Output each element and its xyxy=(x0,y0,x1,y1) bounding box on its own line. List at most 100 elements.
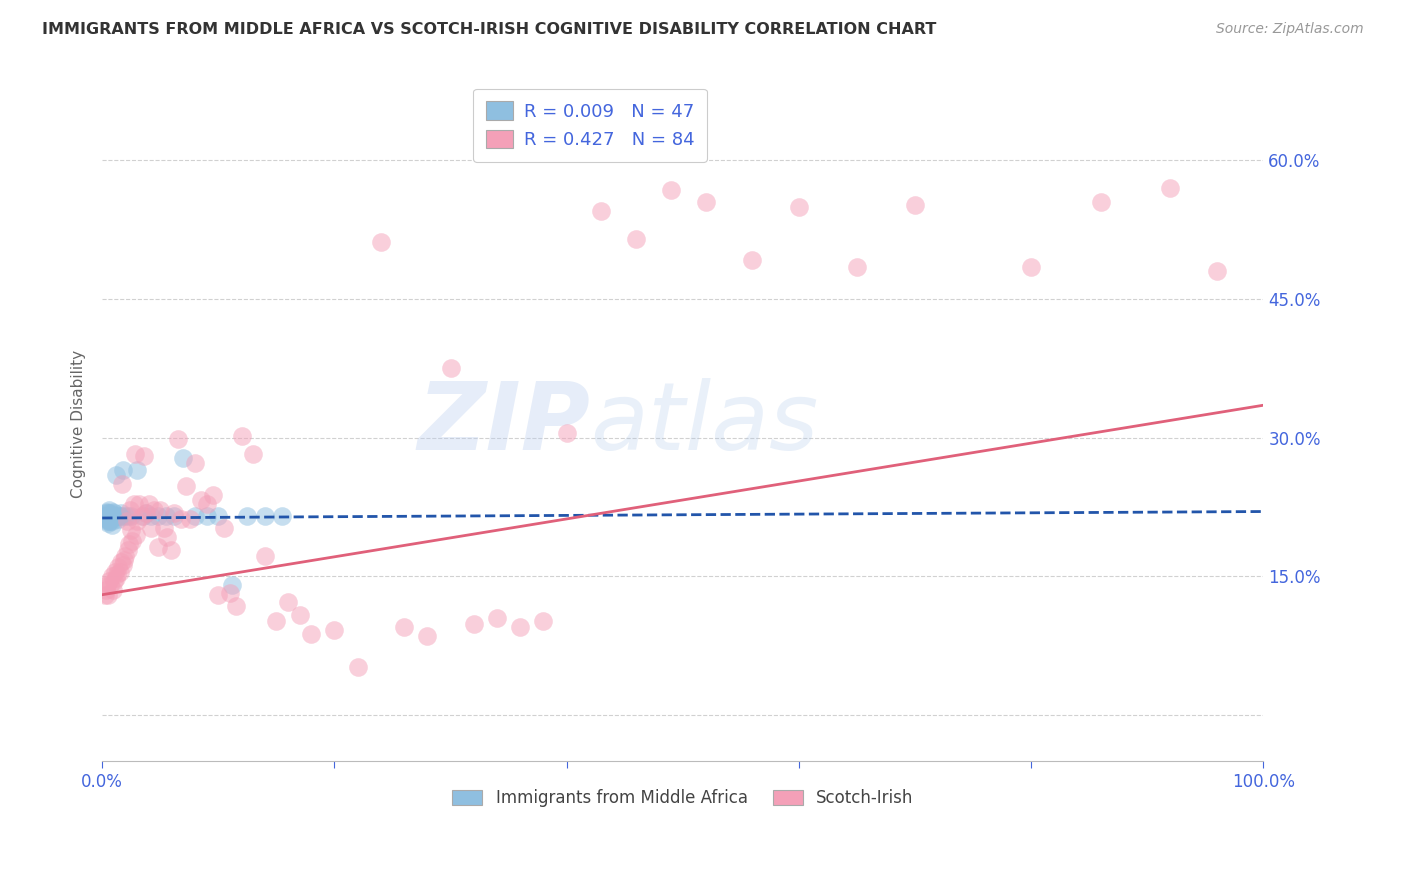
Point xyxy=(103,509,125,524)
Point xyxy=(97,588,120,602)
Point xyxy=(787,200,810,214)
Point xyxy=(101,504,124,518)
Point xyxy=(152,521,174,535)
Point xyxy=(100,569,122,583)
Point xyxy=(845,260,868,274)
Point xyxy=(163,507,186,521)
Point xyxy=(159,543,181,558)
Point xyxy=(100,514,122,528)
Point xyxy=(370,235,392,249)
Point xyxy=(121,534,143,549)
Text: ZIP: ZIP xyxy=(418,377,591,470)
Point xyxy=(299,626,322,640)
Point xyxy=(149,502,172,516)
Point xyxy=(146,509,169,524)
Point xyxy=(100,509,122,524)
Point xyxy=(97,507,120,521)
Point xyxy=(107,560,129,574)
Text: Source: ZipAtlas.com: Source: ZipAtlas.com xyxy=(1216,22,1364,37)
Point xyxy=(100,518,122,533)
Point xyxy=(207,509,229,524)
Text: atlas: atlas xyxy=(591,378,818,469)
Point xyxy=(94,583,117,598)
Point xyxy=(659,183,682,197)
Point xyxy=(184,457,207,471)
Point xyxy=(741,253,763,268)
Point xyxy=(108,509,131,524)
Point xyxy=(271,509,294,524)
Point xyxy=(107,512,129,526)
Point xyxy=(155,509,177,524)
Point xyxy=(98,578,121,592)
Point xyxy=(509,620,531,634)
Point xyxy=(195,509,218,524)
Point xyxy=(143,502,166,516)
Point xyxy=(97,516,120,530)
Point xyxy=(125,463,148,477)
Point xyxy=(98,507,121,521)
Point xyxy=(242,447,264,461)
Point xyxy=(97,512,120,526)
Point xyxy=(439,361,461,376)
Point xyxy=(163,509,186,524)
Point xyxy=(104,509,127,524)
Point xyxy=(117,509,139,524)
Point xyxy=(98,574,121,588)
Point xyxy=(93,588,115,602)
Point xyxy=(111,476,134,491)
Point xyxy=(98,509,121,524)
Point xyxy=(122,497,145,511)
Point xyxy=(201,488,224,502)
Point xyxy=(173,450,195,465)
Point xyxy=(103,507,125,521)
Point xyxy=(225,599,247,613)
Point xyxy=(110,555,132,569)
Point xyxy=(135,507,157,521)
Point xyxy=(105,571,128,585)
Point xyxy=(98,514,121,528)
Point xyxy=(277,595,299,609)
Point xyxy=(139,521,162,535)
Point xyxy=(93,509,115,524)
Point xyxy=(105,567,128,582)
Point xyxy=(96,504,118,518)
Point xyxy=(179,512,201,526)
Point xyxy=(195,497,218,511)
Y-axis label: Cognitive Disability: Cognitive Disability xyxy=(72,350,86,498)
Point xyxy=(392,620,415,634)
Point xyxy=(156,530,179,544)
Point xyxy=(114,549,136,563)
Point xyxy=(184,509,207,524)
Point xyxy=(103,574,125,588)
Point xyxy=(253,509,276,524)
Point xyxy=(288,608,311,623)
Point xyxy=(346,660,368,674)
Point xyxy=(98,514,121,528)
Point xyxy=(125,527,148,541)
Point xyxy=(94,512,117,526)
Point xyxy=(212,521,235,535)
Point xyxy=(1159,181,1181,195)
Point xyxy=(96,578,118,592)
Text: IMMIGRANTS FROM MIDDLE AFRICA VS SCOTCH-IRISH COGNITIVE DISABILITY CORRELATION C: IMMIGRANTS FROM MIDDLE AFRICA VS SCOTCH-… xyxy=(42,22,936,37)
Point xyxy=(1019,260,1042,274)
Point xyxy=(146,540,169,554)
Point xyxy=(253,549,276,563)
Point xyxy=(117,543,139,558)
Point xyxy=(114,509,136,524)
Point xyxy=(120,509,142,524)
Point xyxy=(115,514,138,528)
Point xyxy=(111,509,134,524)
Point xyxy=(219,586,242,600)
Point xyxy=(221,578,243,592)
Point xyxy=(591,204,613,219)
Point xyxy=(94,507,117,521)
Point xyxy=(125,514,148,528)
Point xyxy=(1206,264,1229,278)
Point xyxy=(170,512,193,526)
Point xyxy=(904,197,927,211)
Point xyxy=(139,509,162,524)
Point xyxy=(695,194,717,209)
Point xyxy=(101,583,124,598)
Point xyxy=(96,514,118,528)
